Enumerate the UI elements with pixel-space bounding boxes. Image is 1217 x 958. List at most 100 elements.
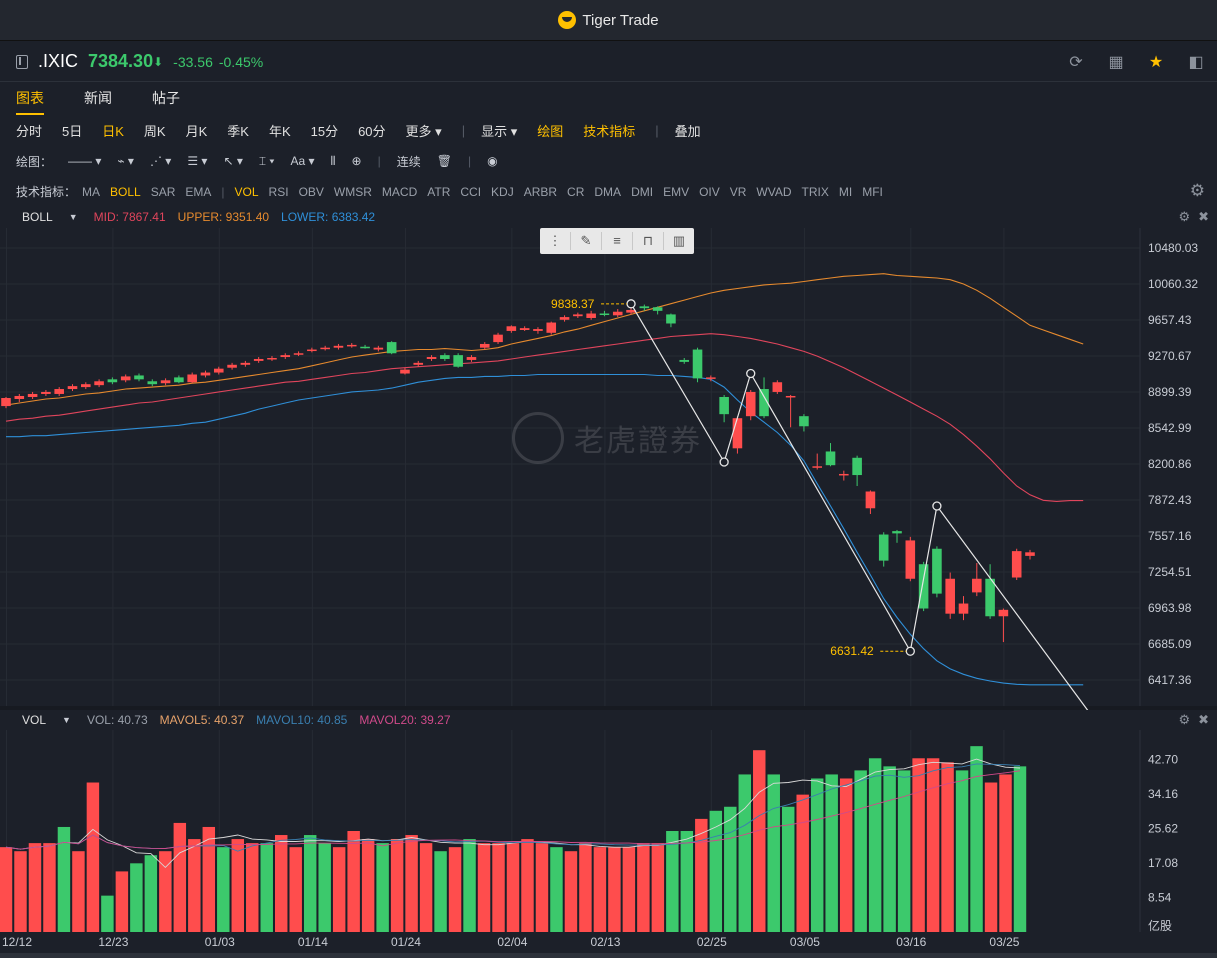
draw-toggle[interactable]: 绘图 xyxy=(537,123,564,139)
candle-body xyxy=(626,309,636,313)
favorite-star-icon[interactable]: ★ xyxy=(1148,54,1164,71)
down-arrow-icon: ⬇ xyxy=(153,54,164,69)
ind-mi[interactable]: MI xyxy=(838,184,853,199)
ind-boll[interactable]: BOLL xyxy=(110,184,141,199)
period-weekly[interactable]: 周K xyxy=(143,123,166,139)
channel-tool-icon[interactable]: ⌁ ▾ xyxy=(117,154,134,168)
arrow-tool-icon[interactable]: ↖ ▾ xyxy=(223,154,243,168)
sidebar-toggle-icon[interactable] xyxy=(16,54,28,69)
bars-tool-icon[interactable]: ⫴ xyxy=(330,153,336,168)
period-yearly[interactable]: 年K xyxy=(268,123,291,139)
settings-gear-icon[interactable]: ⚙ xyxy=(1189,181,1205,200)
ind-arbr[interactable]: ARBR xyxy=(523,184,558,199)
drag-handle-icon[interactable]: ⋮ xyxy=(540,232,571,250)
boll-upper: UPPER: 9351.40 xyxy=(177,210,270,224)
volume-bar xyxy=(101,895,114,932)
indicators-toggle[interactable]: 技术指标 xyxy=(583,123,636,139)
candle-body xyxy=(253,358,264,361)
ind-rsi[interactable]: RSI xyxy=(268,184,289,199)
close-icon[interactable]: ✖ xyxy=(1198,712,1209,727)
chevron-down-icon[interactable]: ▼ xyxy=(62,715,71,725)
line-weight-icon[interactable]: ≡ xyxy=(602,232,633,250)
tab-chart[interactable]: 图表 xyxy=(16,83,44,115)
close-icon[interactable]: ✖ xyxy=(1198,209,1209,224)
candle-body xyxy=(586,313,596,318)
price-tick-label: 6963.98 xyxy=(1148,601,1192,615)
ind-obv[interactable]: OBV xyxy=(298,184,324,199)
ind-sar[interactable]: SAR xyxy=(150,184,176,199)
grid-layout-icon[interactable]: ▦ xyxy=(1108,54,1124,71)
volume-bar xyxy=(651,843,665,932)
display-dropdown[interactable]: 显示 ▾ xyxy=(481,123,518,139)
gear-icon[interactable]: ⚙ xyxy=(1178,209,1191,224)
measure-tool-icon[interactable]: ⌶ ▾ xyxy=(258,153,275,168)
continuous-toggle[interactable]: 连续 xyxy=(396,154,421,169)
candle-body xyxy=(27,393,38,397)
period-more-dropdown[interactable]: 更多 ▾ xyxy=(405,123,442,139)
ind-kdj[interactable]: KDJ xyxy=(491,184,514,199)
date-tick-label: 02/13 xyxy=(590,935,620,949)
candle-body xyxy=(506,326,517,331)
period-60min[interactable]: 60分 xyxy=(358,123,386,139)
volume-bar xyxy=(970,746,983,932)
ind-vol[interactable]: VOL xyxy=(234,184,259,199)
wave-tool-icon[interactable]: ⋰ ▾ xyxy=(149,154,172,168)
text-tool-icon[interactable]: Aa ▾ xyxy=(290,154,315,168)
zoom-icon[interactable]: ⊕ xyxy=(351,154,362,168)
vol-legend: VOL ▼ VOL: 40.73 MAVOL5: 40.37 MAVOL10: … xyxy=(0,710,1217,730)
date-tick-label: 01/03 xyxy=(205,935,235,949)
candle-body xyxy=(852,457,862,476)
volume-bar xyxy=(608,847,621,932)
divider: | xyxy=(461,122,466,138)
ind-wvad[interactable]: WVAD xyxy=(756,184,792,199)
period-daily[interactable]: 日K xyxy=(102,123,124,139)
divider: | xyxy=(655,122,659,138)
tab-news[interactable]: 新闻 xyxy=(84,90,112,106)
vol-name[interactable]: VOL xyxy=(22,713,47,727)
lock-icon[interactable]: ⊓ xyxy=(633,232,664,250)
fib-tool-icon[interactable]: ☰ ▾ xyxy=(187,154,208,168)
trash-icon[interactable]: 🗑 xyxy=(436,154,452,168)
ind-dmi[interactable]: DMI xyxy=(631,184,654,199)
candle-body xyxy=(160,380,171,384)
period-intraday[interactable]: 分时 xyxy=(16,123,43,139)
chevron-down-icon[interactable]: ▼ xyxy=(68,212,78,222)
ind-oiv[interactable]: OIV xyxy=(699,184,720,199)
ind-ema[interactable]: EMA xyxy=(185,184,212,199)
ind-vr[interactable]: VR xyxy=(729,184,747,199)
period-5day[interactable]: 5日 xyxy=(62,123,83,139)
ind-atr[interactable]: ATR xyxy=(427,184,451,199)
volume-bar xyxy=(434,851,447,932)
ind-cr[interactable]: CR xyxy=(567,184,585,199)
eye-icon[interactable]: ◉ xyxy=(487,154,498,168)
tab-posts[interactable]: 帖子 xyxy=(152,90,180,106)
candle-body xyxy=(240,362,251,365)
ind-dma[interactable]: DMA xyxy=(594,184,622,199)
ind-emv[interactable]: EMV xyxy=(663,184,690,199)
period-15min[interactable]: 15分 xyxy=(310,123,339,139)
candle-body xyxy=(666,314,676,324)
ind-cci[interactable]: CCI xyxy=(460,184,482,199)
refresh-icon[interactable]: ⟳ xyxy=(1069,54,1083,71)
ind-macd[interactable]: MACD xyxy=(381,184,418,199)
line-tool-icon[interactable]: —— ▾ xyxy=(68,154,102,168)
overlay-button[interactable]: 叠加 xyxy=(674,123,701,139)
panel-toggle-icon[interactable]: ◧ xyxy=(1188,54,1204,71)
period-quarterly[interactable]: 季K xyxy=(227,123,249,139)
candle-body xyxy=(812,466,823,468)
date-tick-label: 03/25 xyxy=(989,935,1019,949)
volume-bar xyxy=(477,843,491,932)
ind-mfi[interactable]: MFI xyxy=(862,184,883,199)
ind-ma[interactable]: MA xyxy=(82,184,101,199)
candle-body xyxy=(998,609,1009,617)
trash-icon[interactable]: ▥ xyxy=(672,233,686,248)
pencil-icon[interactable]: ✎ xyxy=(571,232,602,250)
pane-divider xyxy=(0,706,1217,710)
period-monthly[interactable]: 月K xyxy=(185,123,208,139)
ind-wmsr[interactable]: WMSR xyxy=(333,184,372,199)
candle-body xyxy=(147,381,158,385)
boll-name[interactable]: BOLL xyxy=(22,210,53,224)
ind-trix[interactable]: TRIX xyxy=(801,184,829,199)
gear-icon[interactable]: ⚙ xyxy=(1178,712,1191,727)
